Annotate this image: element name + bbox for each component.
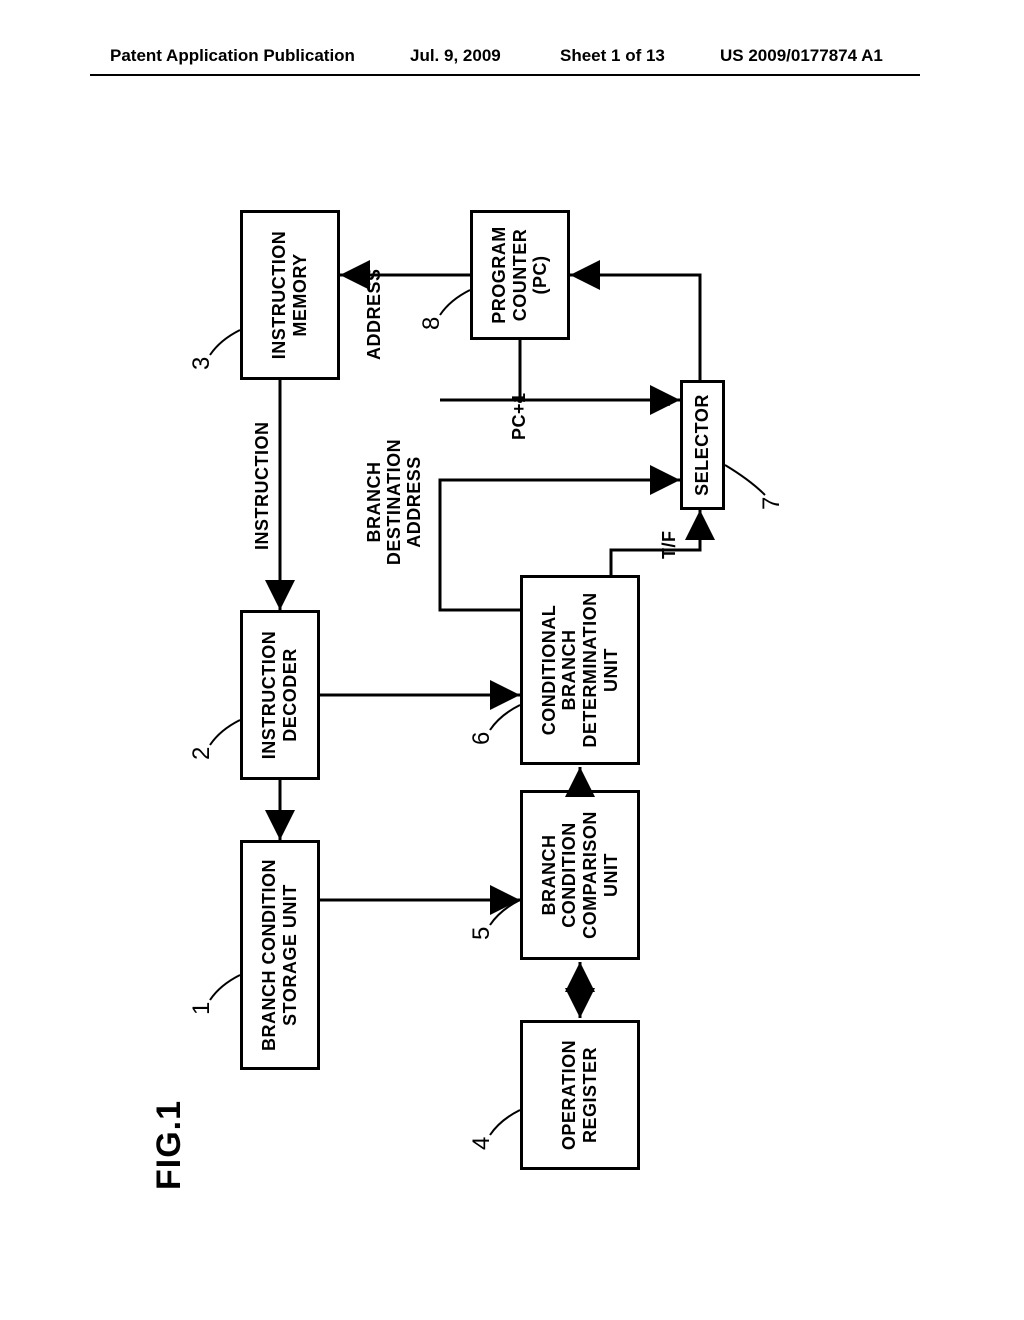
label-t: T (655, 477, 675, 489)
page: Patent Application Publication Jul. 9, 2… (0, 0, 1024, 1320)
ref-2: 2 (188, 747, 216, 760)
label-address: ADDRESS (365, 268, 385, 360)
label-pc-plus-one: PC+1 (510, 392, 530, 440)
figure-rotated-wrapper: FIG.1 BRANCH CONDITIONSTORAGE UNIT INSTR… (0, 300, 1024, 1040)
ref-6: 6 (468, 732, 496, 745)
ref-7: 7 (758, 497, 786, 510)
page-header: Patent Application Publication Jul. 9, 2… (0, 46, 1024, 86)
ref-5: 5 (468, 927, 496, 940)
header-rule (90, 74, 920, 76)
diagram-arrows (140, 130, 880, 1210)
header-publication-type: Patent Application Publication (110, 46, 355, 66)
ref-3: 3 (188, 357, 216, 370)
figure-canvas: FIG.1 BRANCH CONDITIONSTORAGE UNIT INSTR… (140, 130, 880, 1210)
ref-4: 4 (468, 1137, 496, 1150)
label-instruction: INSTRUCTION (253, 422, 273, 551)
label-f: F (655, 396, 675, 408)
header-date: Jul. 9, 2009 (410, 46, 501, 66)
header-sheet: Sheet 1 of 13 (560, 46, 665, 66)
ref-1: 1 (188, 1002, 216, 1015)
ref-8: 8 (418, 317, 446, 330)
label-branch-destination-address: BRANCHDESTINATIONADDRESS (365, 432, 424, 572)
header-pubno: US 2009/0177874 A1 (720, 46, 883, 66)
label-tf: T/F (660, 531, 680, 560)
